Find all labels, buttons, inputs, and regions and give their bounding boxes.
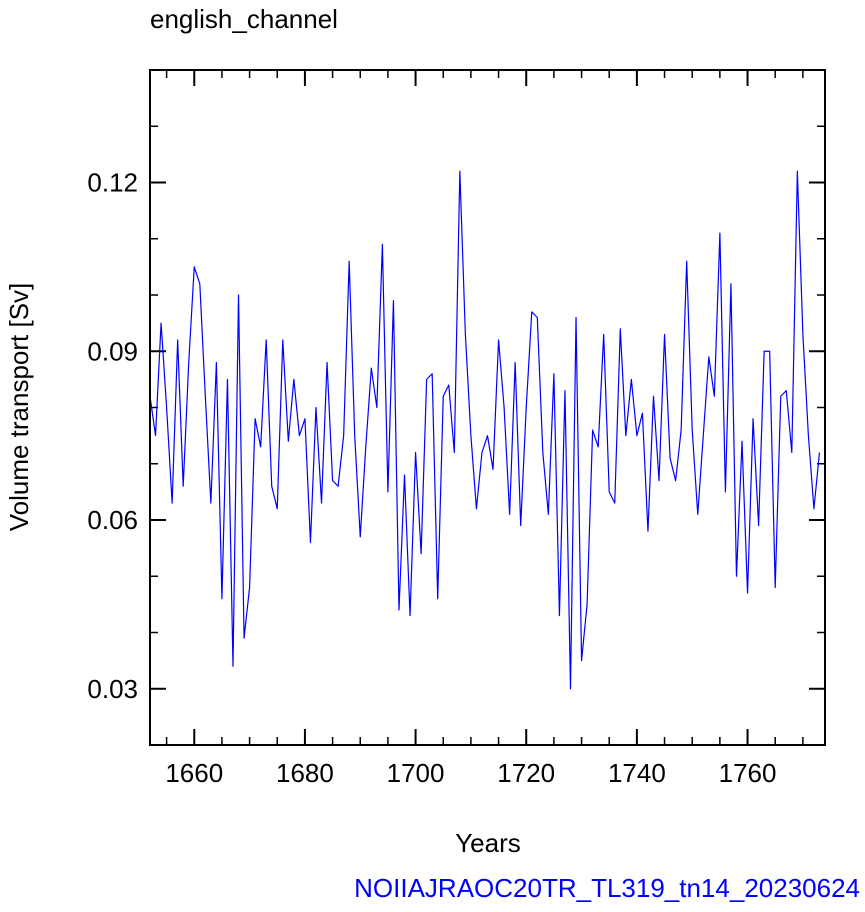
series-line bbox=[149, 170, 821, 690]
y-tick-label: 0.12 bbox=[87, 168, 138, 198]
x-axis-ticks: 1660 1680 1700 1720 1740 1760 bbox=[165, 70, 776, 788]
x-tick-label: 1760 bbox=[719, 758, 777, 788]
x-minor-ticks bbox=[165, 70, 804, 745]
x-tick-label: 1660 bbox=[165, 758, 223, 788]
y-tick-label: 0.09 bbox=[87, 336, 138, 366]
y-tick-label: 0.06 bbox=[87, 505, 138, 535]
chart-title: english_channel bbox=[150, 4, 338, 34]
x-tick-label: 1720 bbox=[497, 758, 555, 788]
y-tick-label: 0.03 bbox=[87, 674, 138, 704]
x-tick-label: 1680 bbox=[276, 758, 334, 788]
run-id-footer: NOIIAJRAOC20TR_TL319_tn14_20230624 bbox=[354, 873, 860, 903]
plot-frame bbox=[149, 69, 826, 746]
y-axis-ticks: 0.03 0.06 0.09 0.12 bbox=[87, 168, 825, 704]
y-axis-label: Volume transport [Sv] bbox=[4, 283, 34, 532]
x-axis-label: Years bbox=[455, 828, 521, 858]
x-tick-label: 1740 bbox=[608, 758, 666, 788]
x-tick-label: 1700 bbox=[387, 758, 445, 788]
